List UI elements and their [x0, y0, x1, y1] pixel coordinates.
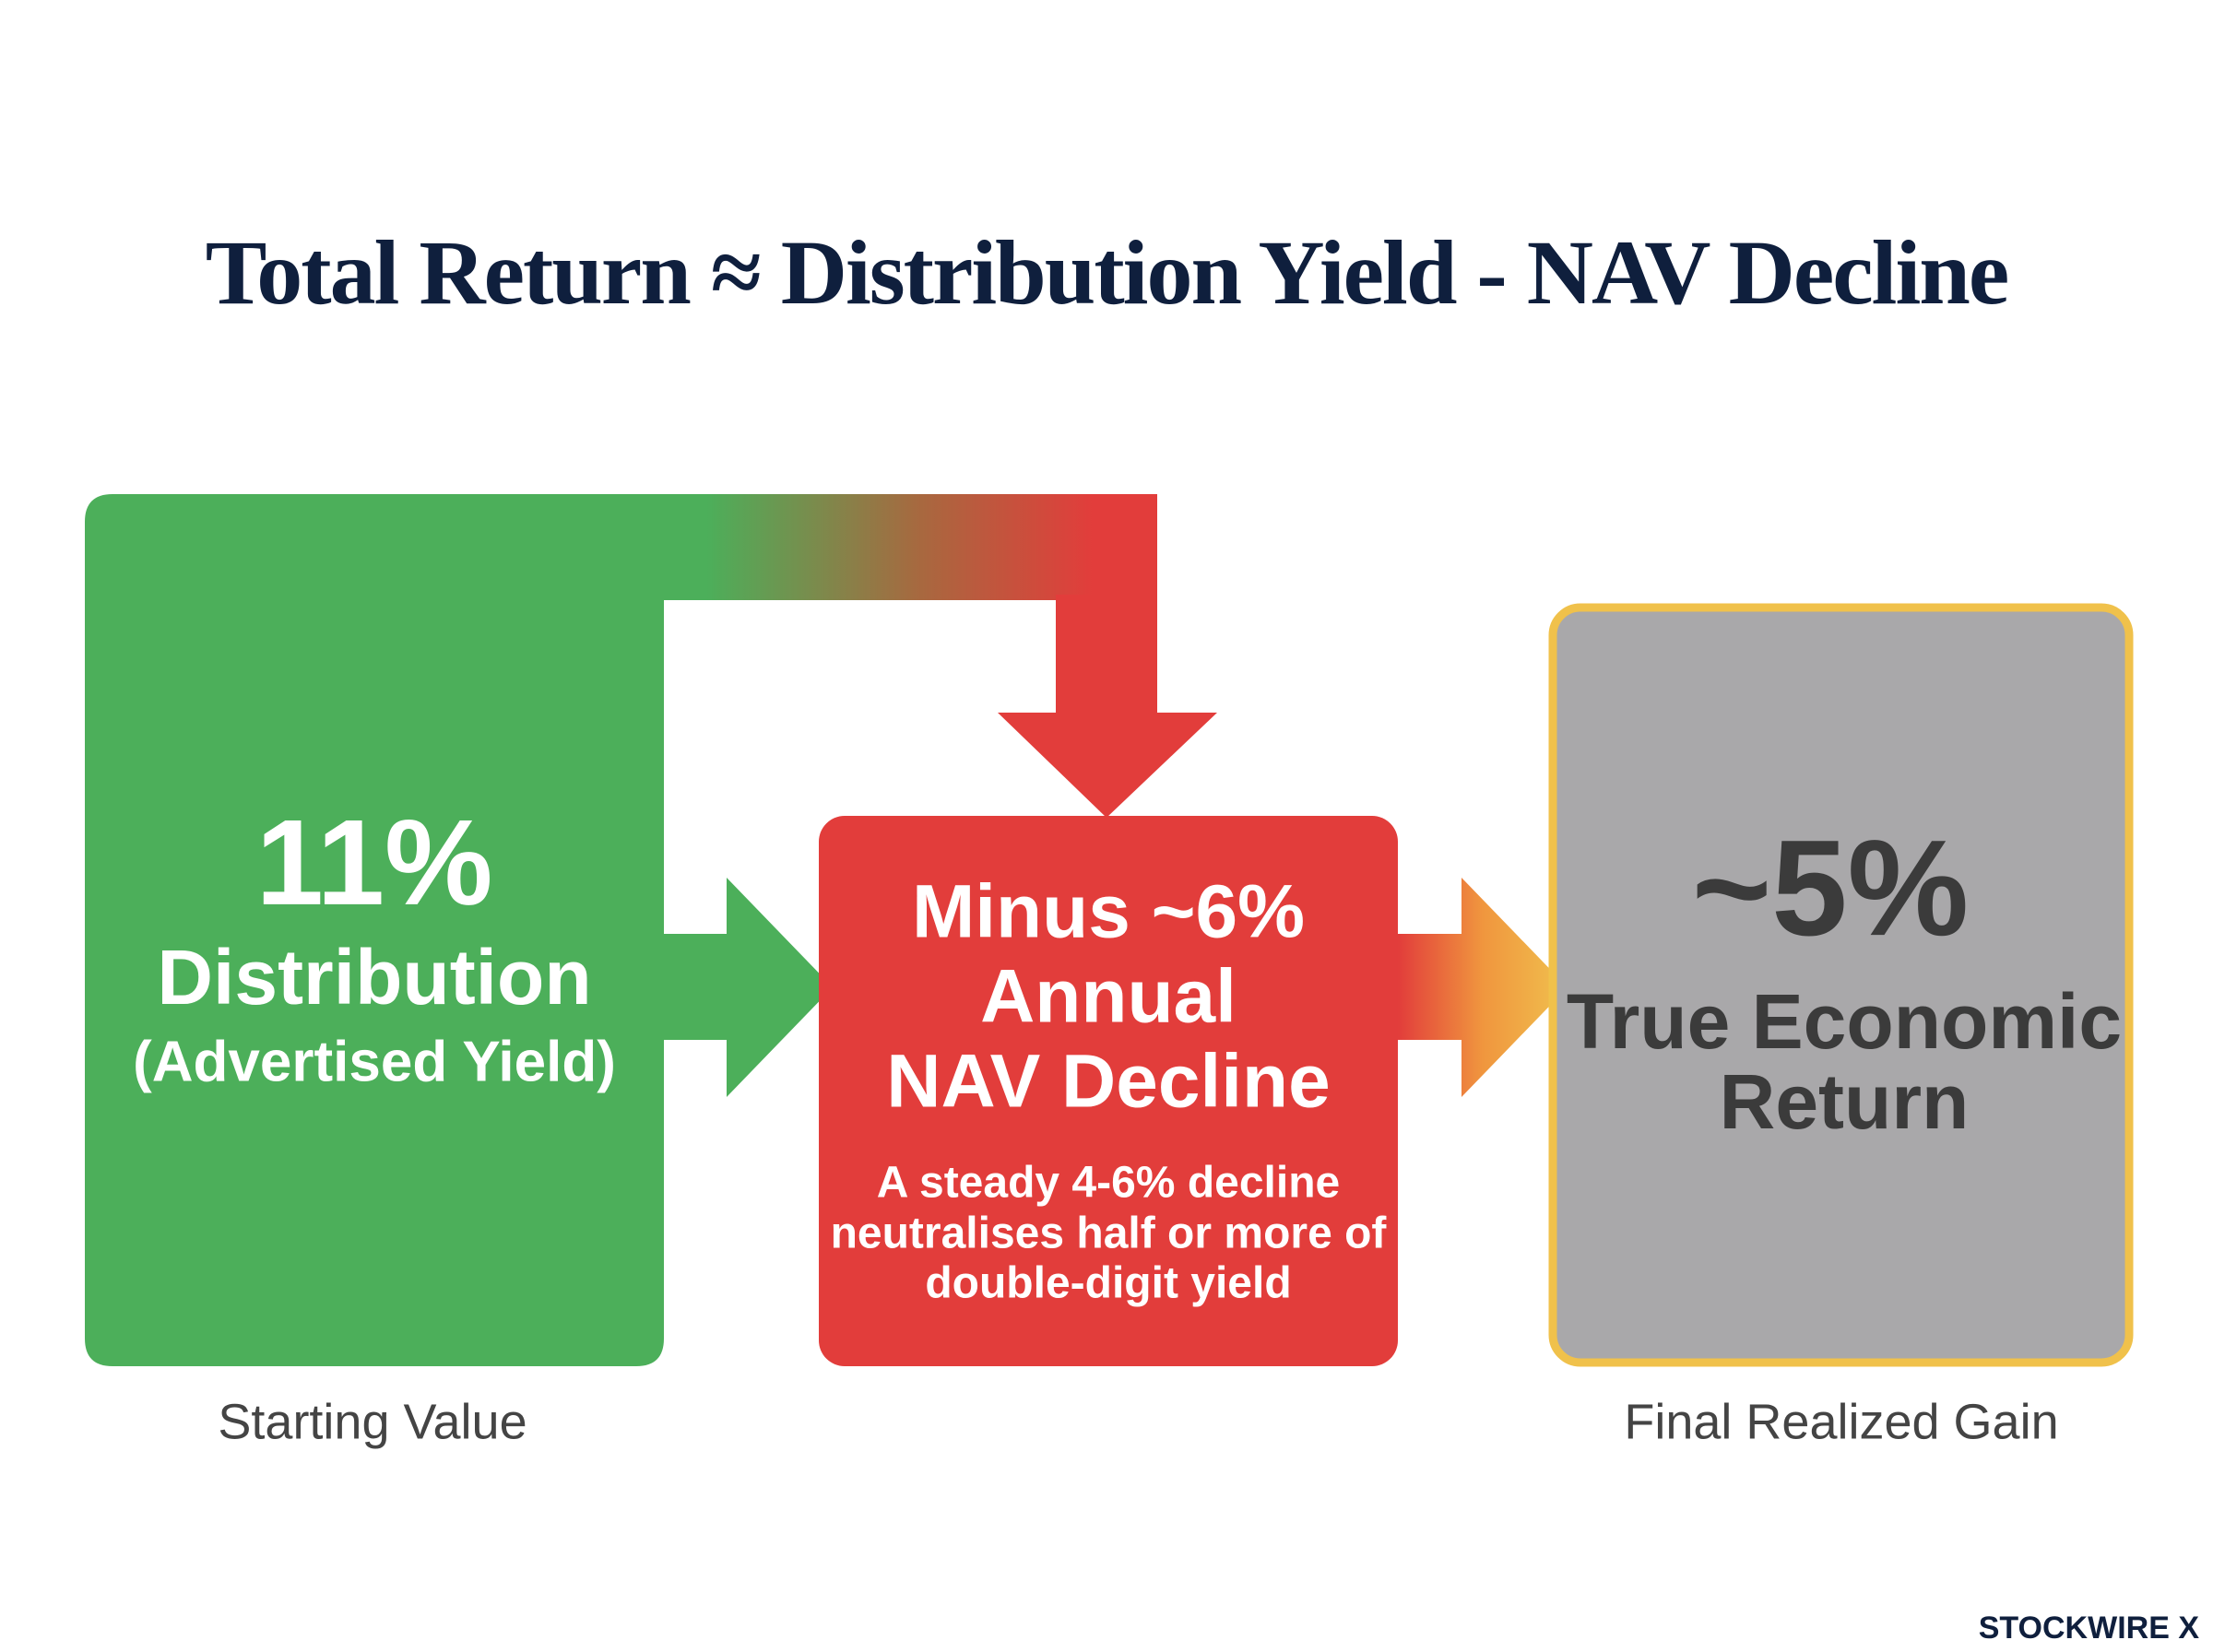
middle-note: neutralises half or more of — [831, 1210, 1388, 1258]
middle-line: NAV Decline — [886, 1040, 1331, 1124]
middle-line: Minus ~6% — [912, 870, 1305, 954]
down-arrow — [998, 595, 1217, 818]
title: Total Return ≈ Distribution Yield - NAV … — [206, 221, 2008, 324]
middle-note: double-digit yield — [925, 1259, 1291, 1308]
orange-arrow — [1392, 878, 1568, 1097]
left-label: Distribution — [157, 934, 591, 1021]
gray-box — [1548, 603, 2134, 1367]
green-box — [85, 553, 664, 1366]
red-box — [819, 816, 1398, 1366]
brand: STOCKWIRE X — [1979, 1611, 2200, 1646]
green-arrow — [659, 878, 833, 1097]
left-sublabel: (Advertised Yield) — [133, 1030, 616, 1093]
right-value: ~5% — [1692, 812, 1969, 964]
right-caption: Final Realized Gain — [1624, 1394, 2058, 1449]
right-line: True Economic — [1567, 978, 2122, 1065]
middle-note: A steady 4-6% decline — [877, 1159, 1340, 1208]
left-value: 11% — [256, 795, 493, 930]
left-caption: Starting Value — [218, 1394, 527, 1449]
middle-line: Annual — [980, 955, 1237, 1039]
right-line: Return — [1720, 1058, 1970, 1145]
